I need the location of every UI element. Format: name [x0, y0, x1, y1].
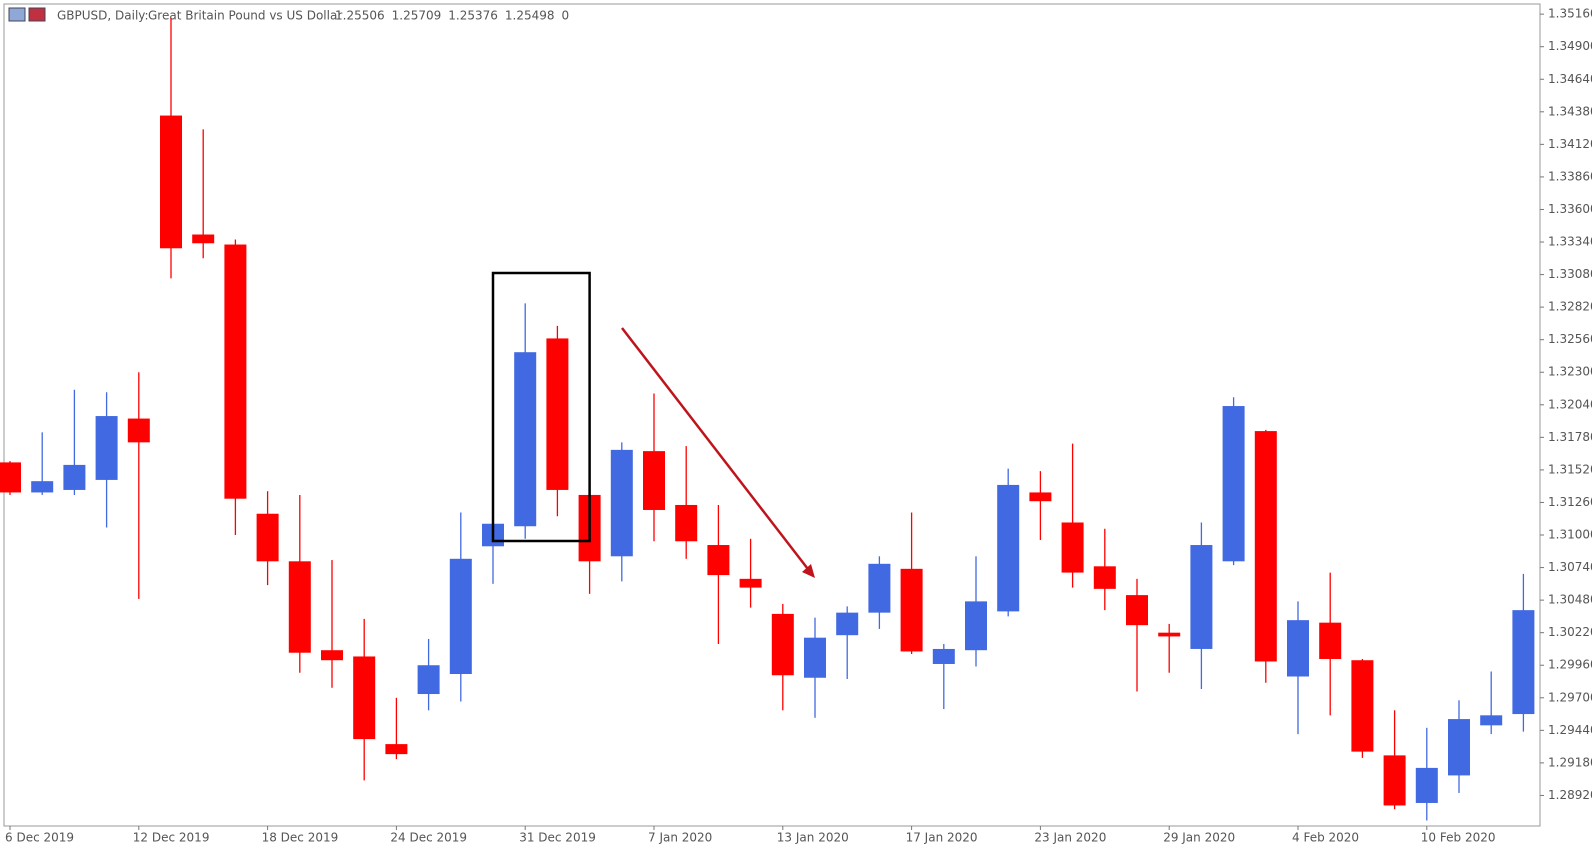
candle-body	[1480, 715, 1503, 726]
candle-body	[546, 338, 569, 490]
x-tick-label: 13 Jan 2020	[777, 831, 849, 845]
candle-body	[900, 568, 923, 652]
x-tick-label: 31 Dec 2019	[519, 831, 596, 845]
candle-body	[385, 744, 408, 755]
y-tick-label: 1.33600	[1548, 202, 1592, 216]
x-tick-label: 23 Jan 2020	[1034, 831, 1106, 845]
x-tick-label: 4 Feb 2020	[1292, 831, 1359, 845]
candle-body	[95, 416, 118, 480]
candle-body	[353, 656, 376, 740]
header-value: 1.25498	[505, 9, 555, 23]
y-tick-label: 1.31780	[1548, 430, 1592, 444]
y-tick-label: 1.31520	[1548, 462, 1592, 476]
header-value: 0	[562, 9, 570, 23]
candle-body	[514, 352, 537, 527]
trend-arrow-head	[802, 564, 815, 578]
header-value: 1.25376	[448, 9, 498, 23]
candle-body	[449, 558, 472, 674]
candle-body	[1351, 660, 1374, 752]
candle-body	[997, 484, 1020, 612]
candle-body	[1512, 610, 1535, 715]
y-tick-label: 1.33080	[1548, 267, 1592, 281]
candle-body	[932, 648, 955, 664]
candle-body	[771, 613, 794, 676]
candle-body	[1222, 406, 1245, 562]
y-tick-label: 1.33340	[1548, 235, 1592, 249]
plot-frame	[3, 3, 1541, 827]
y-tick-label: 1.30220	[1548, 625, 1592, 639]
y-tick-label: 1.32040	[1548, 397, 1592, 411]
y-tick-label: 1.35160	[1548, 7, 1592, 21]
candle-body	[1319, 622, 1342, 659]
y-tick-label: 1.29180	[1548, 755, 1592, 769]
highlight-box	[491, 271, 591, 543]
x-tick-label: 29 Jan 2020	[1163, 831, 1235, 845]
candle-body	[1190, 545, 1213, 649]
x-tick-label: 12 Dec 2019	[133, 831, 210, 845]
y-tick-label: 1.32820	[1548, 300, 1592, 314]
candle-body	[0, 462, 21, 493]
candle-body	[707, 545, 730, 576]
y-tick-label: 1.34120	[1548, 137, 1592, 151]
y-tick-label: 1.29440	[1548, 723, 1592, 737]
candle-body	[127, 418, 150, 443]
header-value: 1.25506	[335, 9, 385, 23]
candle-body	[1029, 492, 1052, 502]
candle-body	[610, 449, 633, 557]
candle-body	[31, 481, 54, 493]
x-tick-label: 18 Dec 2019	[262, 831, 339, 845]
y-tick-label: 1.29960	[1548, 658, 1592, 672]
x-tick-label: 24 Dec 2019	[390, 831, 467, 845]
candle-body	[643, 451, 665, 510]
chart-title: GBPUSD, Daily:	[57, 9, 149, 23]
candle-body	[192, 234, 215, 244]
y-tick-label: 1.29700	[1548, 690, 1592, 704]
candle-body	[288, 561, 311, 653]
candle-body	[1158, 632, 1181, 637]
y-tick-label: 1.30740	[1548, 560, 1592, 574]
candle-body	[1383, 755, 1406, 806]
header-value: 1.25709	[392, 9, 442, 23]
y-tick-label: 1.34380	[1548, 104, 1592, 118]
candle-body	[417, 665, 440, 695]
chart-subtitle: Great Britain Pound vs US Dollar	[148, 9, 342, 23]
candle-body	[739, 578, 762, 588]
toolbar-icons	[8, 7, 46, 22]
candle-body	[1061, 522, 1084, 573]
x-tick-label: 10 Feb 2020	[1421, 831, 1496, 845]
candle-body	[675, 504, 698, 542]
candle-body	[321, 650, 343, 661]
y-tick-label: 1.30480	[1548, 593, 1592, 607]
candle-body	[1093, 566, 1116, 589]
y-tick-label: 1.33860	[1548, 169, 1592, 183]
y-tick-label: 1.34900	[1548, 39, 1592, 53]
y-tick-label: 1.32300	[1548, 365, 1592, 379]
candle-body	[160, 115, 182, 249]
candle-body	[1448, 719, 1470, 776]
y-tick-label: 1.32560	[1548, 332, 1592, 346]
candle-body	[1415, 767, 1438, 803]
y-tick-label: 1.28920	[1548, 788, 1592, 802]
candle-body	[63, 464, 86, 490]
candle-body	[1126, 595, 1148, 626]
y-tick-label: 1.34640	[1548, 72, 1592, 86]
candle-body	[868, 563, 891, 613]
y-tick-label: 1.31000	[1548, 528, 1592, 542]
trend-arrow	[621, 327, 812, 574]
candle-body	[965, 601, 987, 651]
x-tick-label: 6 Dec 2019	[5, 831, 74, 845]
x-tick-label: 17 Jan 2020	[906, 831, 978, 845]
candle-body	[256, 513, 279, 562]
candle-body	[1287, 620, 1309, 677]
candle-body	[804, 637, 826, 678]
candle-body	[1254, 431, 1277, 662]
candle-body	[836, 612, 859, 636]
y-tick-label: 1.31260	[1548, 495, 1592, 509]
x-tick-label: 7 Jan 2020	[648, 831, 712, 845]
candle-body	[224, 244, 247, 499]
